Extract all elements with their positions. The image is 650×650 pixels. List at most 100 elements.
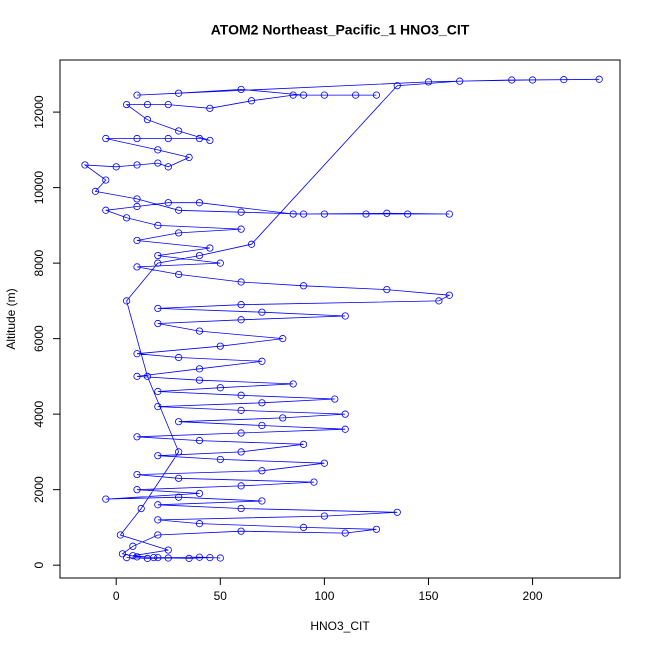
- data-point: [133, 202, 141, 211]
- data-point: [164, 163, 172, 171]
- data-point: [154, 259, 162, 267]
- data-point: [237, 316, 245, 324]
- data-point: [102, 206, 110, 214]
- data-point: [237, 225, 245, 233]
- data-point: [143, 100, 152, 109]
- data-point: [150, 554, 158, 562]
- data-point: [164, 199, 172, 207]
- data-point: [289, 210, 297, 218]
- data-point: [195, 436, 204, 445]
- data-point: [393, 82, 401, 90]
- data-point: [310, 478, 318, 486]
- data-point: [154, 531, 162, 539]
- data-point: [133, 195, 141, 203]
- data-point: [154, 554, 162, 562]
- data-point: [195, 327, 204, 335]
- data-point: [175, 474, 183, 482]
- data-point: [352, 91, 360, 99]
- data-point: [320, 91, 328, 99]
- data-point: [137, 504, 145, 513]
- data-point: [279, 414, 287, 422]
- data-point: [299, 523, 308, 532]
- data-point: [195, 134, 204, 143]
- data-point: [216, 259, 224, 267]
- data-point: [133, 470, 141, 479]
- data-point: [299, 91, 308, 99]
- data-point: [133, 433, 141, 441]
- data-point: [372, 91, 381, 99]
- data-point: [289, 380, 297, 388]
- x-tick-label: 150: [418, 589, 438, 603]
- data-point: [175, 89, 183, 97]
- data-point: [383, 285, 391, 294]
- x-tick-label: 50: [214, 589, 228, 603]
- data-point: [216, 342, 224, 350]
- x-tick-label: 0: [113, 589, 120, 603]
- data-point: [341, 312, 349, 320]
- data-point: [331, 395, 339, 403]
- data-point: [175, 270, 183, 279]
- data-point: [81, 161, 89, 169]
- data-point: [195, 365, 204, 373]
- data-point: [133, 161, 141, 169]
- data-point: [237, 406, 245, 414]
- data-point: [143, 116, 152, 124]
- data-point: [206, 104, 214, 112]
- data-point: [299, 440, 308, 448]
- data-point: [424, 78, 433, 86]
- y-tick-label: 10000: [32, 171, 46, 205]
- data-point: [133, 486, 141, 494]
- data-point: [175, 127, 183, 135]
- data-point: [133, 372, 141, 380]
- data-point: [133, 91, 141, 99]
- data-point: [206, 244, 214, 252]
- data-point: [320, 459, 328, 467]
- data-point: [247, 97, 256, 105]
- data-point: [258, 399, 266, 407]
- data-point: [445, 291, 453, 299]
- data-point: [341, 410, 349, 418]
- data-point: [528, 76, 537, 84]
- x-tick-label: 100: [314, 589, 334, 603]
- data-point: [112, 163, 120, 171]
- data-point: [133, 236, 141, 245]
- data-point: [102, 176, 110, 184]
- data-point: [320, 210, 328, 218]
- data-point: [118, 550, 127, 558]
- plot-frame: [59, 59, 621, 579]
- data-point: [175, 206, 183, 214]
- data-point: [404, 210, 412, 218]
- data-point: [237, 85, 245, 94]
- data-point: [154, 159, 162, 167]
- data-point: [133, 553, 141, 561]
- x-tick-label: 200: [523, 589, 543, 603]
- data-point: [216, 554, 224, 562]
- data-point: [123, 100, 131, 109]
- data-point: [595, 75, 603, 83]
- x-axis-label: HNO3_CIT: [310, 619, 370, 633]
- data-point: [175, 229, 183, 237]
- data-point: [154, 304, 162, 313]
- data-point: [299, 210, 308, 218]
- data-point: [237, 208, 245, 216]
- data-point: [116, 531, 124, 539]
- data-point: [237, 278, 245, 286]
- data-point: [102, 134, 110, 143]
- data-point: [206, 554, 214, 562]
- data-point: [164, 554, 172, 562]
- data-point: [383, 209, 391, 217]
- data-point: [258, 308, 266, 316]
- data-point: [279, 335, 287, 343]
- data-point: [341, 529, 349, 537]
- data-point: [154, 387, 162, 396]
- data-point: [206, 136, 214, 145]
- data-point: [164, 546, 172, 554]
- data-point: [456, 77, 464, 85]
- data-point: [258, 497, 266, 505]
- data-point: [258, 357, 266, 365]
- data-point: [154, 251, 162, 260]
- y-axis-label: Altitude (m): [4, 288, 18, 349]
- chart-title: ATOM2 Northeast_Pacific_1 HNO3_CIT: [211, 22, 470, 38]
- data-point: [445, 210, 453, 218]
